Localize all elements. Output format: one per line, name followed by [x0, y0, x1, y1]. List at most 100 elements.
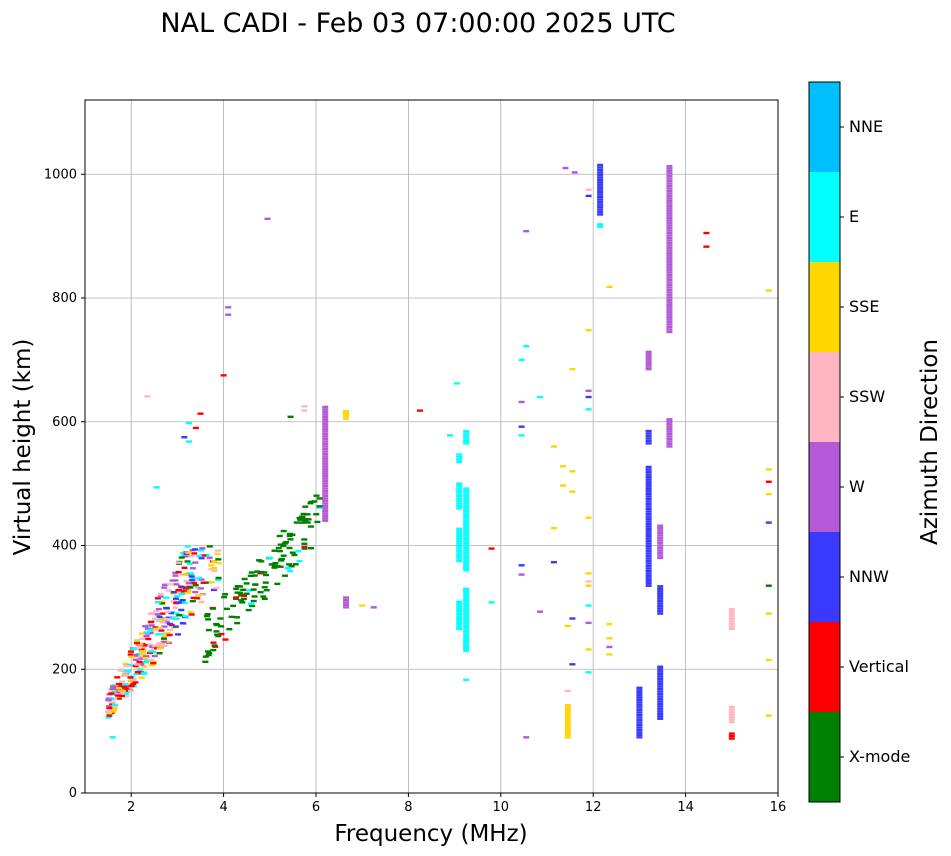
- echo-trace: [456, 620, 463, 623]
- echo-trace: [666, 229, 673, 232]
- echo-point: [295, 550, 302, 553]
- echo-trace: [666, 207, 673, 210]
- echo-point: [121, 685, 128, 689]
- echo-trace: [657, 670, 664, 673]
- y-tick-label: 600: [52, 415, 77, 430]
- echo-point: [765, 468, 772, 471]
- echo-trace: [657, 597, 664, 600]
- echo-point: [585, 604, 592, 607]
- echo-point: [264, 217, 271, 220]
- echo-trace: [636, 713, 643, 717]
- echo-point: [109, 700, 116, 703]
- echo-trace: [597, 171, 604, 174]
- echo-point: [585, 621, 592, 625]
- echo-trace: [657, 710, 664, 713]
- echo-trace: [636, 716, 643, 719]
- echo-point: [254, 570, 261, 573]
- echo-point: [172, 597, 179, 600]
- colorbar-swatch: [809, 172, 840, 262]
- echo-point: [585, 194, 592, 198]
- echo-point: [301, 405, 308, 408]
- echo-point: [166, 628, 173, 632]
- echo-point: [488, 601, 495, 604]
- echo-point: [121, 673, 128, 676]
- echo-trace: [666, 214, 673, 217]
- echo-point: [151, 644, 158, 647]
- echo-trace: [645, 525, 652, 528]
- echo-point: [148, 658, 155, 662]
- echo-trace: [322, 442, 329, 446]
- echo-point: [277, 543, 284, 546]
- echo-point: [105, 716, 112, 719]
- echo-trace: [456, 458, 463, 461]
- echo-point: [230, 604, 237, 608]
- echo-point: [161, 586, 168, 589]
- plot-frame: [84, 99, 779, 794]
- echo-point: [251, 595, 258, 598]
- echo-trace: [463, 514, 470, 517]
- echo-trace: [666, 437, 673, 441]
- echo-trace: [645, 535, 652, 538]
- echo-trace: [322, 405, 329, 409]
- echo-point: [170, 600, 177, 603]
- colorbar-swatch: [809, 352, 840, 442]
- echo-trace: [728, 625, 735, 628]
- echo-point: [140, 672, 147, 676]
- echo-trace: [666, 293, 673, 297]
- echo-trace: [657, 687, 664, 691]
- echo-point: [311, 500, 318, 503]
- echo-point: [301, 542, 308, 545]
- echo-trace: [657, 534, 664, 537]
- echo-trace: [463, 649, 470, 652]
- echo-point: [276, 534, 283, 538]
- echo-point: [233, 596, 240, 599]
- data-marks: [105, 163, 772, 740]
- echo-trace: [322, 457, 329, 461]
- echo-trace: [597, 190, 604, 194]
- echo-trace: [636, 728, 643, 732]
- echo-point: [155, 633, 162, 636]
- echo-trace: [657, 695, 664, 698]
- echo-trace: [343, 603, 350, 607]
- echo-trace: [666, 313, 673, 316]
- echo-point: [127, 676, 134, 679]
- echo-trace: [322, 462, 329, 466]
- echo-trace: [456, 484, 463, 488]
- echo-point: [215, 549, 222, 552]
- echo-trace: [322, 460, 329, 463]
- echo-point: [162, 583, 169, 586]
- echo-trace: [666, 445, 673, 448]
- echo-point: [261, 586, 268, 589]
- echo-trace: [657, 609, 664, 613]
- echo-point: [114, 693, 121, 696]
- colorbar-swatch: [809, 712, 840, 802]
- echo-point: [166, 633, 173, 637]
- echo-point: [316, 505, 323, 508]
- echo-trace: [322, 450, 329, 453]
- echo-trace: [645, 549, 652, 553]
- echo-point: [122, 671, 129, 674]
- echo-point: [263, 589, 270, 592]
- echo-trace: [463, 432, 470, 435]
- echo-point: [140, 650, 147, 653]
- echo-trace: [645, 480, 652, 483]
- echo-trace: [666, 323, 673, 326]
- echo-trace: [456, 527, 463, 530]
- echo-point: [159, 621, 166, 624]
- echo-trace: [463, 634, 470, 638]
- echo-point: [247, 602, 254, 605]
- echo-trace: [645, 465, 652, 469]
- echo-point: [123, 687, 130, 690]
- echo-point: [198, 578, 205, 581]
- echo-trace: [463, 539, 470, 542]
- echo-trace: [322, 509, 329, 513]
- echo-trace: [645, 584, 652, 587]
- echo-trace: [564, 736, 571, 739]
- echo-point: [199, 547, 206, 550]
- echo-point: [185, 551, 192, 554]
- echo-trace: [645, 442, 652, 445]
- echo-trace: [456, 612, 463, 616]
- echo-trace: [456, 487, 463, 490]
- echo-trace: [322, 517, 329, 520]
